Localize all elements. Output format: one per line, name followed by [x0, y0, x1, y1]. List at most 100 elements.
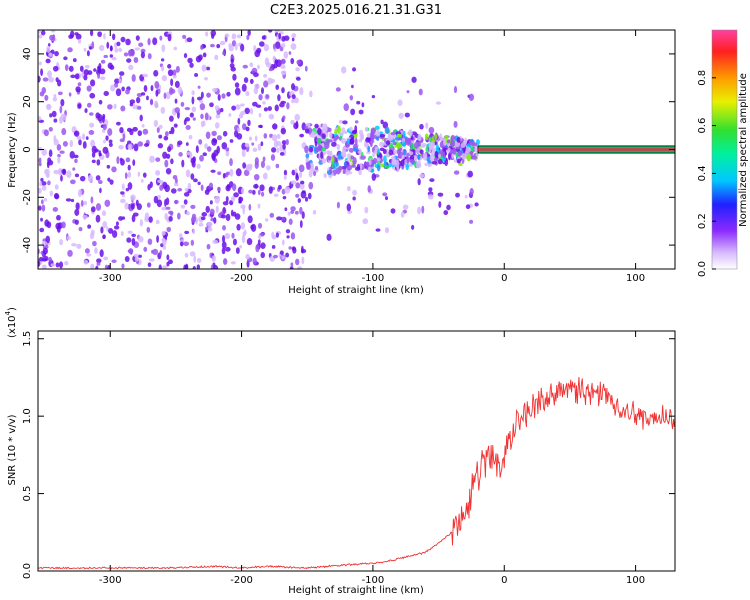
spectrogram-cell — [155, 157, 161, 162]
spectrogram-cell — [439, 133, 443, 141]
spectrogram-cell — [173, 199, 179, 204]
spectrogram-cell — [417, 178, 421, 186]
spectrogram-cell — [270, 154, 276, 161]
spectrogram-cell — [159, 250, 163, 256]
spectrogram-cell — [41, 240, 48, 246]
spectrogram-cell — [41, 185, 47, 191]
spectrogram-cell — [71, 243, 77, 247]
spectrogram-cell — [310, 163, 314, 170]
spectrogram-cell — [230, 209, 234, 217]
spectrogram-cell — [245, 90, 250, 97]
spectrogram-cell — [103, 256, 109, 261]
spectrogram-cell — [210, 217, 215, 222]
spectrogram-cell — [162, 245, 167, 250]
spectrogram-cell — [86, 50, 90, 57]
spectrogram-cell — [97, 72, 101, 79]
spectrogram-cell — [132, 159, 136, 167]
spectrogram-cell — [293, 97, 299, 104]
spectrogram-cell — [346, 203, 352, 212]
spectrogram-cell — [76, 243, 82, 249]
spectrogram-cell — [211, 137, 218, 146]
spectrogram-cell — [83, 47, 87, 52]
spectrogram-y-axis: -40 -20 0 20 40 — [22, 48, 675, 253]
spectrogram-cell — [101, 210, 107, 217]
spectrogram-cell — [146, 95, 149, 101]
spectrogram-cell — [59, 105, 63, 114]
spectrogram-cell — [295, 193, 300, 198]
spectrogram-cell — [143, 84, 148, 92]
spectrogram-cell — [251, 142, 255, 146]
spectrogram-cell — [210, 169, 216, 173]
spectrogram-cell — [78, 139, 82, 146]
spectrogram-cell — [90, 206, 96, 213]
spectrogram-cell — [275, 84, 280, 90]
spectrogram-cell — [57, 156, 61, 164]
spectrogram-cell — [45, 58, 51, 64]
spectrogram-cell — [306, 122, 311, 127]
spectrogram-cell — [394, 159, 400, 168]
spectrogram-cell — [444, 135, 449, 140]
spectrogram-cell — [120, 231, 124, 236]
spectrogram-cell — [167, 69, 174, 77]
spectrogram-cell — [81, 133, 86, 140]
spectrogram-cell — [177, 140, 183, 146]
spectrogram-cell — [244, 143, 250, 148]
spectrogram-cell — [221, 241, 227, 249]
spectrogram-cell — [367, 166, 372, 172]
spectrogram-cell — [384, 227, 390, 234]
spectrogram-cell — [221, 247, 226, 255]
snr-x-tick-label: -100 — [362, 575, 385, 586]
spectrogram-cell — [225, 195, 229, 203]
snr-series-line — [38, 377, 675, 570]
spectrogram-cell — [204, 112, 209, 121]
spectrogram-cell — [241, 235, 246, 243]
spectrogram-cell — [234, 129, 239, 138]
spectrogram-cell — [39, 181, 43, 187]
spectrogram-cell — [79, 175, 86, 182]
spectrogram-cell — [42, 77, 49, 82]
spectrogram-cell — [360, 155, 366, 160]
spectrogram-cell — [118, 216, 124, 221]
spectrogram-cell — [54, 184, 59, 190]
spectrogram-cell — [354, 120, 359, 124]
spectrogram-cell — [304, 128, 310, 134]
spectrogram-cell — [195, 145, 199, 154]
spectrogram-cell — [158, 124, 163, 129]
spectrogram-cell — [38, 205, 42, 211]
spectrogram-cell — [127, 164, 131, 171]
spectrogram-cell — [104, 264, 109, 269]
spectrogram-cell — [142, 73, 149, 78]
spectrogram-cell — [228, 45, 234, 52]
spectrogram-cell — [96, 258, 102, 264]
spectrogram-cell — [89, 92, 96, 99]
spectrogram-cell — [326, 233, 332, 241]
spectrogram-cell — [175, 65, 180, 73]
spectrogram-cell — [370, 131, 375, 139]
spectrogram-cell — [142, 128, 149, 135]
spectrogram-cell — [182, 34, 187, 39]
spectrogram-cell — [234, 213, 241, 220]
spectrogram-cell — [264, 57, 270, 66]
spectrogram-cell — [404, 112, 410, 118]
spectrogram-cell — [215, 205, 219, 214]
spectrogram-cell — [41, 148, 47, 156]
spectrogram-cell — [341, 66, 347, 74]
spectrogram-cell — [351, 164, 356, 168]
spectrogram-cell — [109, 179, 114, 185]
spectrogram-cell — [190, 239, 195, 246]
spectrogram-cell — [167, 33, 172, 42]
spectrogram-cell — [134, 256, 139, 262]
spectrogram-cell — [131, 233, 136, 238]
spectrogram-cell — [331, 141, 337, 147]
spectrogram-cell — [179, 241, 184, 247]
spectrogram-cell — [127, 171, 132, 178]
spectrogram-cell — [457, 158, 461, 164]
spectrogram-cell — [44, 94, 49, 101]
spectrogram-cell — [154, 80, 160, 89]
spectrogram-cell — [118, 47, 123, 53]
spectrogram-cell — [258, 113, 262, 118]
carrier-core — [477, 148, 675, 151]
spectrogram-cell — [252, 101, 258, 107]
spectrogram-cell — [304, 145, 309, 154]
spectrogram-cell — [466, 153, 472, 162]
